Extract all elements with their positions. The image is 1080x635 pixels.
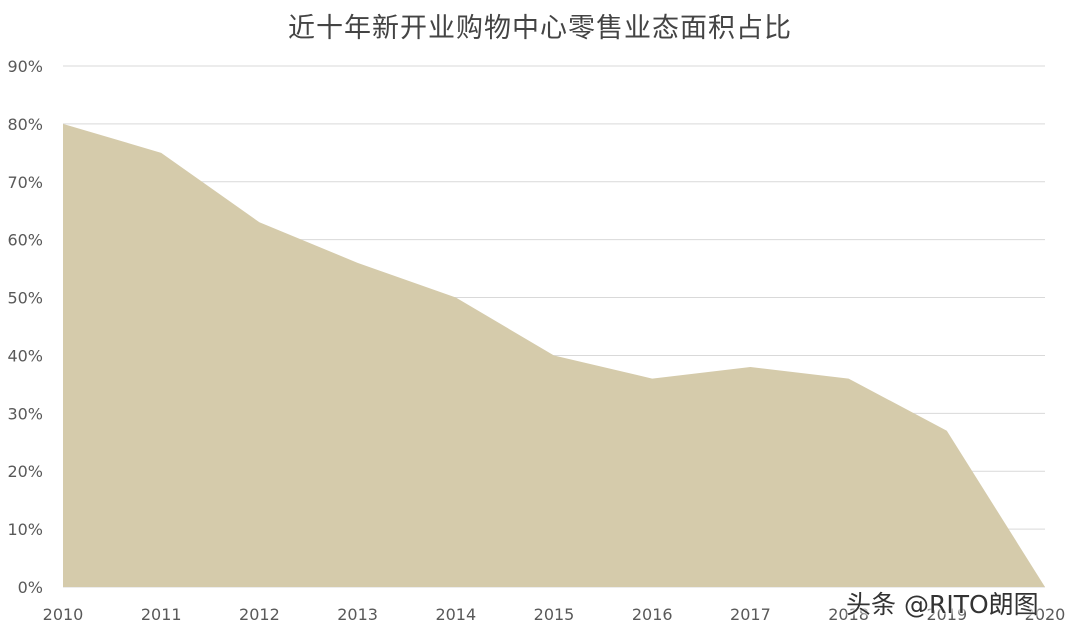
watermark: 头条 @RITO朗图 — [846, 590, 1039, 619]
x-tick-label: 2013 — [337, 605, 378, 624]
y-tick-label: 50% — [7, 289, 43, 308]
y-axis-labels: 0% 10% 20% 30% 40% 50% 60% 70% 80% 90% — [7, 57, 43, 597]
chart-title: 近十年新开业购物中心零售业态面积占比 — [288, 13, 792, 44]
data-points-0 — [62, 123, 1046, 588]
x-tick-label: 2012 — [239, 605, 280, 624]
y-tick-label: 40% — [7, 346, 43, 365]
x-tick-label: 2010 — [43, 605, 84, 624]
x-tick-label: 2015 — [534, 605, 575, 624]
y-tick-label: 10% — [7, 520, 43, 539]
y-tick-label: 90% — [7, 57, 43, 76]
x-tick-label: 2017 — [730, 605, 771, 624]
y-tick-label: 30% — [7, 404, 43, 423]
y-tick-label: 70% — [7, 173, 43, 192]
x-tick-label: 2014 — [435, 605, 476, 624]
y-tick-label: 60% — [7, 231, 43, 250]
x-axis-labels: 2010 2011 2012 2013 2014 2015 2016 2017 2018 2019… — [43, 605, 1066, 624]
x-tick-label: 2020 — [1025, 605, 1066, 624]
x-tick-label: 2011 — [141, 605, 182, 624]
x-tick-label: 2016 — [632, 605, 673, 624]
x-tick-label: 2018 — [828, 605, 869, 624]
x-tick-label: 2019 — [926, 605, 967, 624]
y-tick-label: 0% — [18, 578, 43, 597]
y-tick-label: 20% — [7, 462, 43, 481]
y-tick-label: 80% — [7, 115, 43, 134]
